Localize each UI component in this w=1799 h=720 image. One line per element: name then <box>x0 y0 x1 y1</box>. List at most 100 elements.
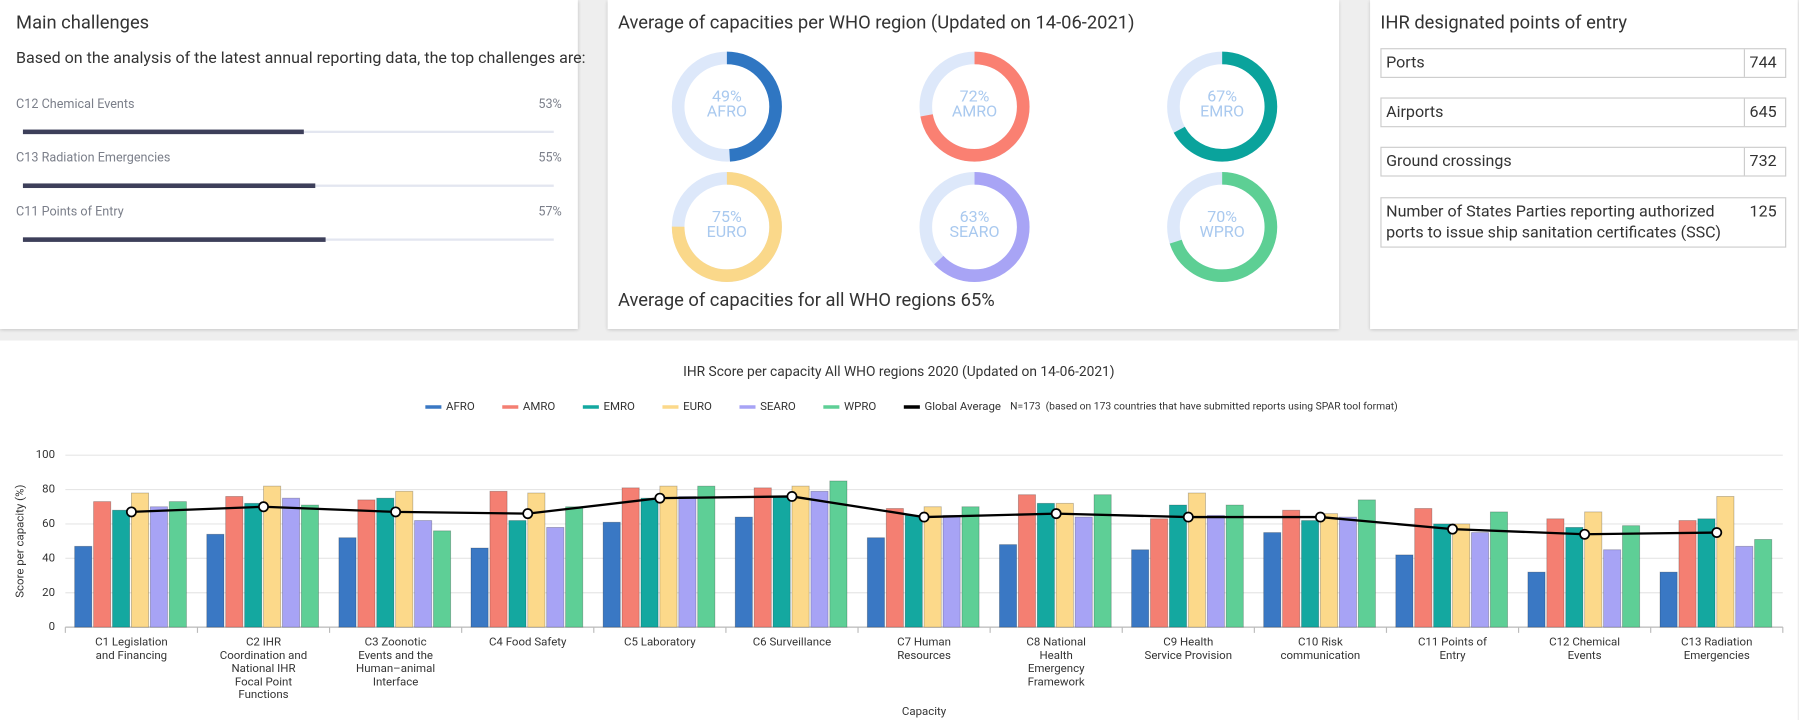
bar <box>734 516 753 628</box>
x-tick-text: C6 Surveillance <box>752 636 832 649</box>
bar <box>1150 518 1169 628</box>
legend-label: AFRO <box>446 399 475 413</box>
legend-label: EURO <box>683 399 712 413</box>
x-tick-text: C7 Human Resources <box>897 636 952 663</box>
entry-panel: IHR designated points of entry Ports 744 A… <box>1370 0 1798 330</box>
average-point <box>1711 527 1723 538</box>
bar <box>866 537 885 628</box>
donut-value: 63% <box>960 207 990 226</box>
average-point <box>918 511 930 523</box>
average-point <box>1050 508 1062 520</box>
bar <box>1622 525 1641 628</box>
challenge-label: C11 Points of Entry <box>16 204 124 219</box>
bar <box>149 506 168 628</box>
y-tick-label: 20 <box>42 585 55 599</box>
bar <box>338 537 357 628</box>
x-tick-label: C10 Risk communication <box>1254 636 1386 662</box>
y-axis-title: Score per capacity (%) <box>13 485 27 598</box>
x-tick-label: C13 Radiation Emergencies <box>1651 636 1783 662</box>
bar <box>263 485 282 628</box>
challenge-track <box>22 183 554 189</box>
regions-panel: Average of capacities per WHO region (Up… <box>607 0 1340 330</box>
average-point <box>786 490 798 502</box>
bar <box>904 514 923 628</box>
bar <box>376 497 395 628</box>
average-point <box>1447 523 1458 535</box>
donut-arc <box>919 51 1030 162</box>
bar <box>168 501 187 628</box>
donut-arc <box>1167 51 1278 162</box>
x-tick-text: C2 IHR Coordination and National IHR Foc… <box>219 636 308 702</box>
bar <box>1338 516 1357 628</box>
bar <box>753 487 772 628</box>
bar <box>282 497 301 628</box>
y-tick-label: 100 <box>36 447 55 461</box>
bar <box>1074 516 1093 628</box>
bar <box>1471 532 1490 628</box>
bar <box>1735 545 1754 628</box>
chart-title: IHR Score per capacity All WHO regions 2… <box>683 364 1114 380</box>
legend-note: N=173 (based on 173 countries that have … <box>1010 400 1398 413</box>
bar <box>1754 539 1773 628</box>
bar <box>1263 532 1282 628</box>
challenge-bar <box>22 237 326 242</box>
x-tick-text: C4 Food Safety <box>488 636 567 649</box>
legend-label: SEARO <box>760 399 796 413</box>
donut-value: 75% <box>712 207 742 226</box>
panel-title: Main challenges <box>16 11 150 34</box>
bar <box>1017 494 1036 628</box>
challenge-label: C12 Chemical Events <box>16 96 135 112</box>
entry-label: Ground crossings <box>1386 152 1512 171</box>
bar <box>527 492 546 628</box>
entry-value: 732 <box>1743 147 1785 176</box>
entry-row: Number of States Parties reporting autho… <box>1380 197 1787 248</box>
entry-label: Ports <box>1386 53 1425 73</box>
bar <box>300 504 319 628</box>
panel-title: IHR designated points of entry <box>1380 11 1628 34</box>
bar <box>1433 523 1452 628</box>
challenge-track <box>22 237 554 242</box>
bar <box>772 496 791 628</box>
x-tick-label: C8 National Health Emergency Framework <box>990 636 1122 689</box>
donut-value: 67% <box>1207 87 1237 106</box>
challenge-label: C13 Radiation Emergencies <box>16 150 171 166</box>
bar <box>1187 492 1206 628</box>
donut-label: AFRO <box>707 102 747 121</box>
bar <box>131 492 150 628</box>
legend-label: AMRO <box>523 399 556 413</box>
bar <box>1131 549 1150 628</box>
bar <box>659 485 678 628</box>
bar <box>791 485 810 628</box>
bar <box>565 506 584 628</box>
bar <box>357 499 376 628</box>
challenge-bar <box>22 129 305 135</box>
challenge-value: 57% <box>538 204 562 219</box>
bar <box>546 526 565 628</box>
entry-label: Airports <box>1386 103 1444 122</box>
bar <box>1546 518 1565 628</box>
bar <box>395 490 414 628</box>
bar <box>1697 518 1716 628</box>
average-point <box>125 506 137 518</box>
bar <box>433 530 452 628</box>
chart: IHR Score per capacity All WHO regions 2… <box>13 364 1784 718</box>
donut-value: 49% <box>712 87 742 106</box>
bar <box>1036 502 1055 628</box>
y-tick-label: 0 <box>49 619 55 633</box>
regions-footer: Average of capacities for all WHO region… <box>617 288 995 311</box>
bar <box>640 497 659 628</box>
x-tick-label: C3 Zoonotic Events and the Human–animal … <box>330 636 462 689</box>
bar <box>1584 511 1603 628</box>
bar <box>1301 520 1320 628</box>
bar <box>923 506 942 628</box>
donut-label: WPRO <box>1200 222 1245 241</box>
bar <box>1452 523 1471 628</box>
x-tick-label: C4 Food Safety <box>462 636 594 649</box>
bar <box>206 533 225 628</box>
bar <box>1282 509 1301 628</box>
bar <box>621 487 640 628</box>
bar <box>1565 526 1584 628</box>
entry-value: 125 <box>1749 202 1777 222</box>
average-point <box>1579 528 1591 540</box>
